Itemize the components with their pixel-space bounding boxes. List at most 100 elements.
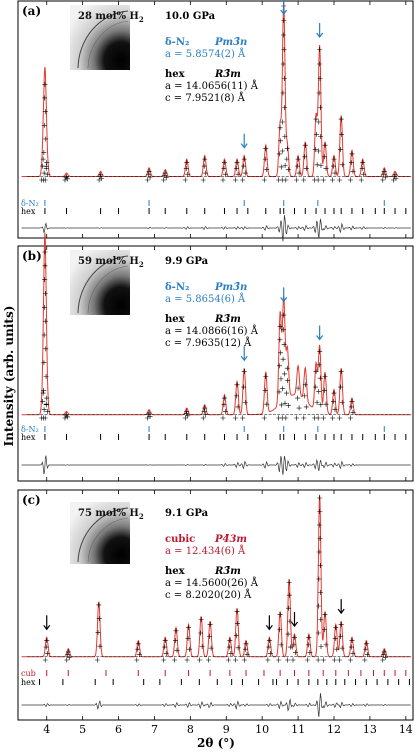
data-point xyxy=(240,415,246,421)
data-point xyxy=(199,644,205,649)
data-point xyxy=(241,163,247,169)
data-point xyxy=(282,105,288,110)
diffraction-ring xyxy=(77,10,129,69)
data-point xyxy=(285,403,291,409)
data-point xyxy=(43,644,49,650)
data-point xyxy=(43,346,49,352)
data-point xyxy=(295,395,301,401)
data-point xyxy=(291,642,297,648)
data-point xyxy=(184,408,190,414)
data-point xyxy=(264,167,270,173)
difference-curve xyxy=(21,693,411,718)
data-point xyxy=(43,136,49,142)
data-point xyxy=(303,404,309,410)
data-point xyxy=(317,47,323,52)
data-point xyxy=(317,536,323,541)
data-point xyxy=(281,76,287,81)
data-point xyxy=(41,150,47,156)
data-point xyxy=(235,404,241,410)
data-point xyxy=(264,401,270,407)
data-point xyxy=(282,400,288,406)
data-point xyxy=(317,105,323,110)
data-point xyxy=(347,177,353,183)
peak-arrow-head xyxy=(240,355,248,362)
data-point xyxy=(337,415,343,421)
data-point xyxy=(197,657,203,663)
data-point xyxy=(301,177,307,183)
data-point xyxy=(145,177,151,183)
data-point xyxy=(338,384,344,390)
data-point xyxy=(203,170,209,176)
data-point xyxy=(330,177,335,183)
data-point xyxy=(332,635,338,641)
composition-subscript: 2 xyxy=(139,15,144,24)
lattice-parameter: c = 7.9635(12) Å xyxy=(165,337,252,349)
data-point xyxy=(302,393,308,399)
reflection-row-label: hex xyxy=(21,207,36,216)
data-point xyxy=(321,415,327,421)
data-point xyxy=(146,168,152,174)
x-tick-label: 11 xyxy=(291,723,305,736)
data-point xyxy=(348,160,354,166)
data-point xyxy=(339,131,345,137)
space-group: R3̄m xyxy=(214,566,241,577)
panel-tag: (a) xyxy=(22,4,41,18)
data-point xyxy=(314,162,320,168)
data-point xyxy=(303,165,309,171)
data-point xyxy=(318,134,324,139)
data-point xyxy=(323,165,329,171)
data-point xyxy=(338,369,344,375)
data-point xyxy=(45,408,51,414)
data-point xyxy=(381,652,387,658)
data-point xyxy=(206,657,212,663)
data-point xyxy=(96,177,102,183)
reflection-row-label: δ-N₂ xyxy=(21,425,39,434)
data-point xyxy=(360,160,366,166)
panel-frame xyxy=(17,489,414,721)
data-point xyxy=(316,576,322,582)
data-point xyxy=(316,522,322,528)
data-point xyxy=(282,371,288,377)
data-point xyxy=(44,395,50,401)
lattice-parameter: a = 5.8654(6) Å xyxy=(165,293,246,305)
data-point xyxy=(187,646,193,652)
data-point xyxy=(286,605,292,611)
pressure-label: 9.9 GPa xyxy=(165,256,209,267)
data-point xyxy=(43,374,49,379)
data-point xyxy=(200,177,206,183)
data-point xyxy=(136,652,142,658)
data-point xyxy=(347,415,353,421)
peak-arrow-head xyxy=(43,624,51,631)
data-point xyxy=(162,170,168,176)
data-point xyxy=(42,657,48,663)
data-point xyxy=(337,657,343,663)
data-point xyxy=(276,363,282,369)
data-point xyxy=(263,374,269,379)
x-tick-label: 9 xyxy=(223,723,230,736)
phase-name: δ-N₂ xyxy=(165,282,189,293)
data-point xyxy=(322,612,328,618)
data-point xyxy=(315,630,321,636)
reflection-row-label: hex xyxy=(21,433,36,442)
data-point xyxy=(285,167,291,173)
data-point xyxy=(172,657,177,663)
data-point xyxy=(381,649,387,655)
data-point xyxy=(331,657,337,663)
space-group: P4̄3m xyxy=(214,534,247,545)
data-point xyxy=(362,657,368,663)
data-point xyxy=(313,116,319,122)
data-point xyxy=(162,644,168,650)
data-point xyxy=(280,32,286,38)
data-point xyxy=(182,177,188,183)
data-point xyxy=(233,633,239,639)
data-point xyxy=(43,402,49,408)
data-point xyxy=(43,318,49,324)
peak-arrow-head xyxy=(316,335,324,341)
data-point xyxy=(42,177,48,183)
x-tick-label: 7 xyxy=(151,723,158,736)
reflection-row-label: δ-N₂ xyxy=(21,199,39,208)
data-point xyxy=(278,642,284,648)
data-point xyxy=(313,384,319,390)
diffraction-ring xyxy=(87,20,129,69)
